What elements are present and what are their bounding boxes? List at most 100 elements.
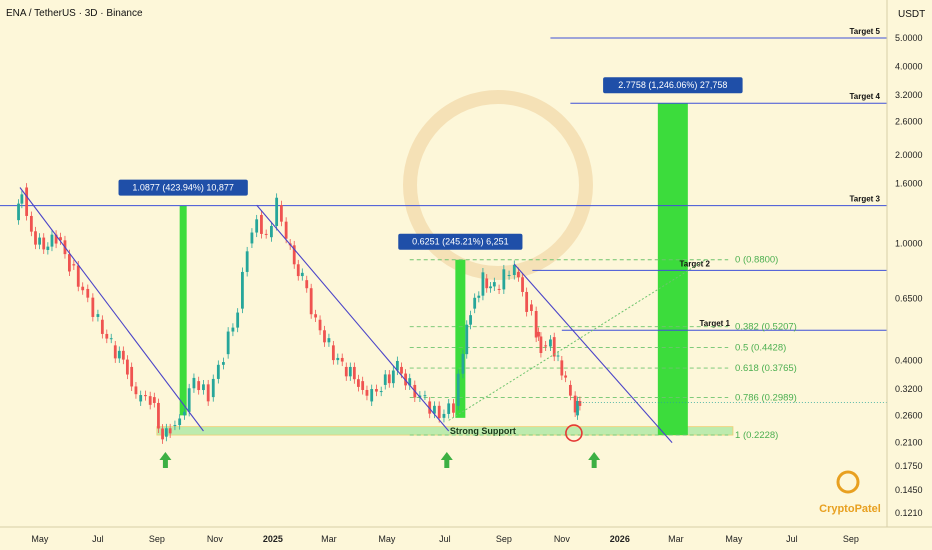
target-level-name: Target 1: [699, 319, 730, 328]
price-tick-label: 3.2000: [895, 90, 923, 100]
candle-body: [356, 379, 360, 387]
fib-level-label: 0.786 (0.2989): [735, 393, 797, 404]
measure-label: 2.7758 (1,246.06%) 27,758: [618, 80, 727, 90]
candle-body: [552, 337, 556, 357]
target-level-name: Target 3: [849, 195, 880, 204]
candle-body: [318, 319, 322, 331]
candle-body: [517, 271, 520, 278]
trendline: [256, 204, 450, 432]
time-axis: May Jul Sep Nov 2025 Mar May Jul Sep Nov 2026 Mar Ma…: [31, 534, 858, 544]
candles: [17, 183, 582, 444]
candle-body: [17, 203, 20, 221]
candle-body: [76, 265, 80, 287]
time-tick-label: Mar: [668, 534, 684, 544]
price-tick-label: 0.2100: [895, 438, 923, 448]
candle-body: [525, 291, 529, 312]
candle-body: [348, 366, 352, 377]
fib-level-label: 0.618 (0.3765): [735, 363, 797, 374]
trendline: [513, 263, 673, 443]
candle-body: [344, 366, 348, 377]
candle-body: [352, 366, 356, 380]
candle-body: [365, 389, 369, 396]
candle-body: [91, 297, 95, 317]
brand-label: CryptoPatel: [819, 503, 881, 515]
candle-body: [361, 381, 365, 390]
candle-body: [379, 391, 383, 393]
measure-label-bg: [118, 179, 248, 196]
measure-box: [657, 103, 688, 436]
support-zone: [156, 426, 734, 436]
candle-body: [59, 237, 62, 241]
up-arrow-icon: [588, 452, 601, 468]
zones: Strong Support 1.0877 (423.94%) 10,877 0.6…: [118, 77, 743, 436]
measure-box: [455, 259, 466, 418]
candle-body: [442, 413, 446, 418]
price-axis-panel: [887, 0, 932, 527]
trendlines: [19, 187, 706, 443]
candle-body: [437, 405, 441, 419]
time-tick-label: Jul: [92, 534, 104, 544]
candle-body: [226, 331, 230, 355]
candle-body: [534, 310, 538, 338]
candle-body: [211, 378, 215, 398]
price-tick-label: 5.0000: [895, 33, 923, 43]
brand-logo-icon: [836, 470, 860, 494]
bottom-circle-marker: [565, 424, 583, 442]
time-tick-label: Jul: [439, 534, 451, 544]
candle-body: [34, 231, 37, 245]
candle-body: [264, 233, 268, 235]
candle-body: [497, 288, 501, 290]
price-tick-label: 0.1450: [895, 485, 923, 495]
watermark-logo: [403, 90, 593, 280]
candle-body: [100, 319, 104, 334]
candle-body: [452, 403, 455, 413]
candle-body: [465, 324, 469, 355]
time-tick-label: Sep: [496, 534, 512, 544]
candle-body: [42, 237, 46, 250]
candle-body: [481, 272, 485, 296]
candle-body: [29, 215, 33, 232]
fib-level-label: 0 (0.8800): [735, 255, 778, 266]
candle-body: [231, 327, 235, 332]
candle-body: [331, 345, 335, 361]
candle-body: [461, 353, 465, 374]
time-tick-label: May: [725, 534, 743, 544]
candle-body: [157, 402, 160, 429]
candle-body: [576, 400, 579, 416]
candle-body: [305, 280, 309, 289]
candle-body: [86, 288, 90, 298]
currency-label[interactable]: USDT: [898, 9, 925, 20]
candle-body: [391, 370, 395, 384]
candle-body: [284, 221, 288, 239]
candle-body: [222, 362, 225, 365]
candle-body: [117, 350, 121, 359]
candle-body: [564, 375, 568, 378]
time-tick-label: May: [378, 534, 396, 544]
candle-body: [485, 278, 489, 289]
price-tick-label: 1.0000: [895, 238, 923, 248]
candle-body: [530, 304, 533, 311]
support-zone-label: Strong Support: [450, 426, 516, 436]
price-tick-label: 0.1750: [895, 461, 923, 471]
candle-body: [206, 384, 210, 402]
candle-body: [549, 339, 552, 347]
candle-body: [477, 295, 481, 298]
candle-body: [395, 360, 399, 371]
trendline: [19, 187, 204, 432]
candle-body: [428, 401, 432, 414]
candle-body: [512, 264, 516, 276]
time-tick-label: May: [31, 534, 49, 544]
symbol-title: ENA / TetherUS · 3D · Binance: [6, 8, 143, 19]
measure-label: 1.0877 (423.94%) 10,877: [132, 183, 234, 193]
candle-body: [539, 336, 543, 354]
candle-body: [81, 286, 85, 291]
candle-body: [400, 366, 403, 374]
candle-body: [314, 314, 318, 318]
time-tick-label: Nov: [554, 534, 571, 544]
candle-body: [245, 251, 249, 272]
candle-body: [507, 275, 511, 277]
price-tick-label: 0.3200: [895, 384, 923, 394]
candle-body: [447, 403, 451, 414]
candle-body: [383, 374, 387, 385]
